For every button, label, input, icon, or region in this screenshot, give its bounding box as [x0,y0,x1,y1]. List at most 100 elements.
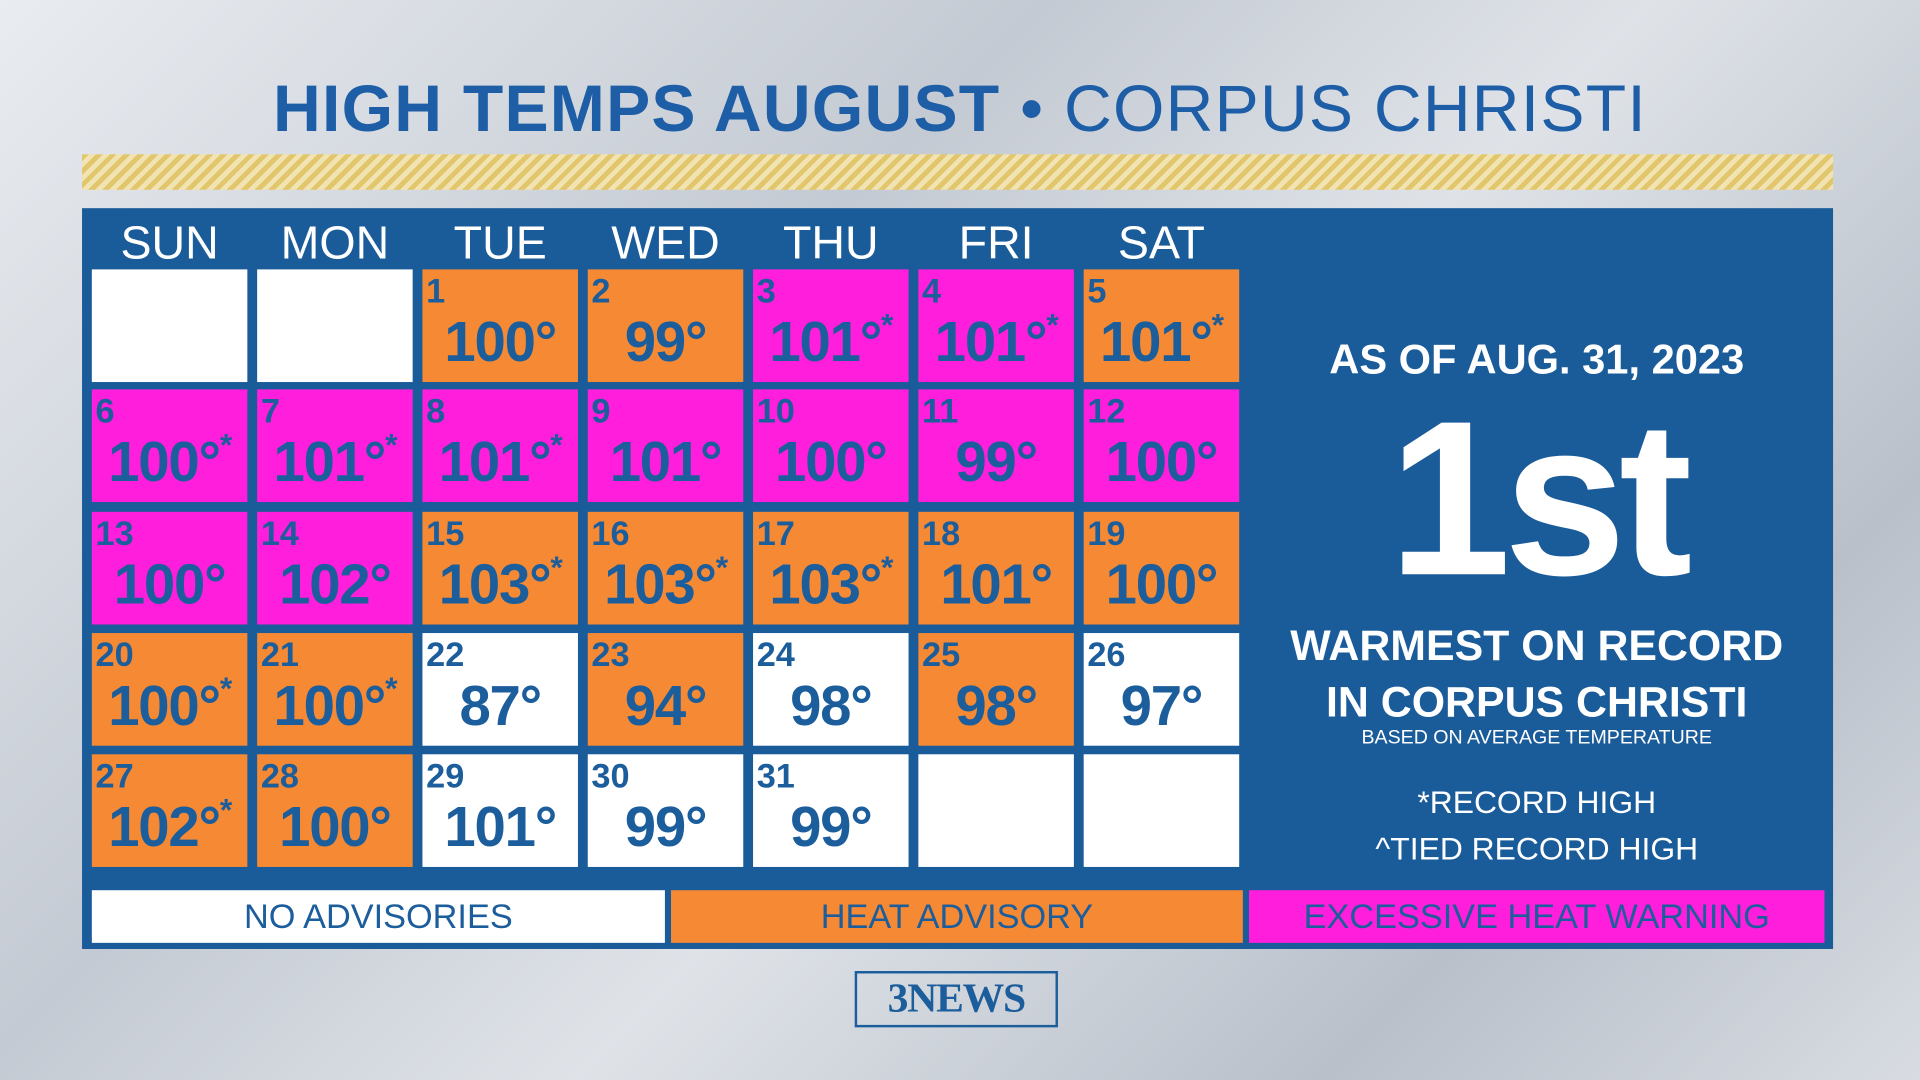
record-mark: * [219,669,232,707]
day-cell: 11 99° [918,389,1074,503]
day-number: 24 [756,635,795,674]
empty-cell [918,754,1074,867]
high-temp: 97° [1084,672,1240,738]
day-number: 21 [260,635,299,674]
high-temp: 100° [257,793,413,859]
day-cell: 16 103°* [587,511,744,625]
temp-value: 100° [1105,552,1219,616]
temp-value: 103° [604,552,717,616]
record-mark: * [219,426,232,463]
record-mark: * [881,548,893,586]
basis-note: BASED ON AVERAGE TEMPERATURE [1361,727,1713,749]
day-cell: 17 103°* [753,511,909,625]
day-cell: 30 99° [587,754,744,867]
day-number: 14 [260,514,299,553]
temp-value: 101° [934,309,1048,374]
temp-value: 101° [769,309,882,374]
high-temp: 103°* [422,549,578,617]
day-header: FRI [958,217,1034,270]
3news-logo: 3NEWS [854,971,1058,1028]
temp-value: 100° [279,794,392,859]
day-cell: 20 100°* [91,633,248,746]
temp-value: 100° [108,673,221,738]
day-number: 15 [426,514,465,553]
day-number: 19 [1087,514,1126,553]
day-cell: 15 103°* [422,511,578,625]
day-cell: 10 100° [753,389,909,503]
day-number: 31 [756,756,795,795]
day-number: 1 [426,271,446,310]
empty-cell [257,269,413,383]
high-temp: 102° [257,551,413,617]
legend-excessive-heat-warning: EXCESSIVE HEAT WARNING [1248,890,1825,943]
high-temp: 101°* [753,306,909,375]
day-cell: 23 94° [587,633,744,746]
day-header: TUE [453,217,547,270]
hatched-divider [82,154,1834,190]
day-number: 12 [1087,391,1126,430]
day-number: 28 [260,756,299,795]
rank-line-2: IN CORPUS CHRISTI [1325,678,1748,727]
as-of-date: AS OF AUG. 31, 2023 [1329,336,1745,384]
high-temp: 101° [422,793,578,859]
temp-value: 100° [108,429,221,494]
day-cell: 14 102° [257,511,413,625]
high-temp: 101°* [918,306,1074,375]
record-mark: * [881,306,893,343]
day-number: 7 [260,391,280,430]
empty-cell [1083,754,1240,867]
temp-value: 101° [444,794,557,859]
day-cell: 26 97° [1083,633,1240,746]
temp-value: 102° [279,552,392,616]
high-temp: 100° [422,309,578,375]
temp-value: 100° [273,673,387,738]
day-cell: 19 100° [1083,511,1240,625]
high-temp: 94° [588,672,744,738]
day-number: 13 [95,514,134,553]
temp-value: 100° [775,429,888,494]
high-temp: 102°* [92,791,248,859]
day-header: SAT [1117,217,1205,270]
temp-value: 102° [108,794,221,859]
rank-line-1: WARMEST ON RECORD [1290,622,1784,670]
record-mark: * [550,426,562,463]
empty-cell [91,269,248,383]
day-cell: 9 101° [587,389,744,503]
tied-record-note: ^TIED RECORD HIGH [1375,830,1699,867]
temp-value: 87° [459,673,542,738]
temp-value: 103° [769,552,882,616]
day-number: 20 [95,635,134,674]
high-temp: 100° [1084,551,1240,617]
day-cell: 2 99° [587,269,744,383]
day-cell: 8 101°* [422,389,578,503]
day-number: 27 [95,756,134,795]
day-header: THU [782,217,879,270]
temp-value: 101° [273,429,387,494]
high-temp: 100°* [92,426,248,495]
day-number: 4 [922,271,942,310]
page-title: HIGH TEMPS AUGUST • CORPUS CHRISTI [0,71,1920,147]
record-mark: * [715,548,728,586]
day-cell: 6 100°* [91,389,248,503]
day-number: 10 [756,391,795,430]
high-temp: 98° [918,672,1074,738]
logo-text: 3NEWS [887,975,1027,1022]
record-mark: * [385,669,397,707]
day-cell: 27 102°* [91,754,248,867]
record-note: *RECORD HIGH [1417,783,1657,821]
day-number: 16 [591,514,630,553]
day-cell: 31 99° [753,754,909,867]
temp-value: 98° [790,673,873,738]
temp-value: 97° [1120,673,1204,738]
temp-value: 101° [1100,309,1213,374]
day-number: 17 [756,514,795,553]
day-cell: 5 101°* [1083,269,1240,383]
day-number: 11 [922,391,959,430]
day-cell: 3 101°* [753,269,909,383]
day-cell: 4 101°* [918,269,1074,383]
day-number: 29 [426,756,465,795]
record-mark: * [219,791,232,828]
day-number: 2 [591,271,611,310]
record-mark: * [1046,306,1058,343]
